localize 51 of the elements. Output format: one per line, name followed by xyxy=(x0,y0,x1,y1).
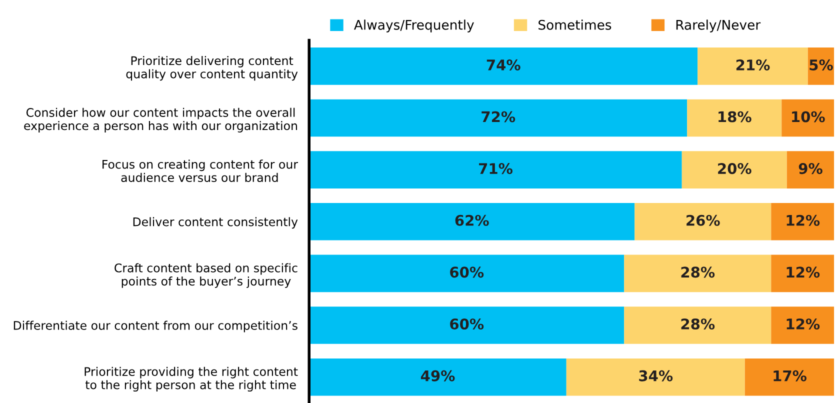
bar xyxy=(309,48,698,85)
legend-label: Always/Frequently xyxy=(354,20,474,32)
bar xyxy=(309,358,566,396)
bar xyxy=(634,202,772,240)
bar xyxy=(771,202,834,240)
bar xyxy=(682,151,787,188)
data-label: 20% xyxy=(718,163,752,174)
bar xyxy=(309,99,688,137)
bar xyxy=(687,99,782,137)
legend-label: Rarely/Never xyxy=(676,20,761,32)
bar xyxy=(309,202,635,240)
data-label: 74% xyxy=(486,59,520,70)
data-label: 17% xyxy=(774,370,806,382)
legend-label: Sometimes xyxy=(538,20,612,30)
bar xyxy=(624,254,772,292)
data-label: 12% xyxy=(786,214,820,226)
data-label: 18% xyxy=(718,111,752,122)
bar xyxy=(309,151,682,188)
data-label: 71% xyxy=(479,163,512,174)
bar xyxy=(309,306,624,344)
bar xyxy=(782,99,834,137)
data-label: 21% xyxy=(736,59,770,70)
data-label: 62% xyxy=(455,214,489,226)
y-tick-label: Prioritize providing the right content to the right person at the right time xyxy=(84,366,298,392)
bar xyxy=(566,358,745,396)
data-label: 5% xyxy=(810,59,833,70)
bar xyxy=(771,254,834,292)
bar xyxy=(771,306,834,344)
y-tick-label: Prioritize delivering content quality over content quantity xyxy=(126,56,298,81)
data-label: 12% xyxy=(786,318,820,330)
data-label: 28% xyxy=(681,266,715,278)
y-tick-label: Differentiate our content from our competition’s xyxy=(14,320,298,332)
data-label: 34% xyxy=(639,370,673,382)
data-label: 26% xyxy=(686,214,720,226)
y-tick-label: Consider how our content impacts the overall experience a person has with our organization xyxy=(24,108,298,132)
bar xyxy=(624,306,772,344)
bar xyxy=(698,48,808,85)
data-label: 49% xyxy=(420,370,455,382)
y-tick-label: Deliver content consistently xyxy=(133,217,298,229)
data-label: 9% xyxy=(798,163,822,174)
y-tick-label: Focus on creating content for our audience versus our brand xyxy=(102,160,298,182)
data-label: 72% xyxy=(482,111,516,122)
data-label: 28% xyxy=(681,318,715,330)
y-tick-label: Craft content based on specific points of the buyer’s journey xyxy=(114,263,298,288)
bar xyxy=(786,151,834,188)
data-label: 10% xyxy=(792,111,825,122)
bar xyxy=(744,358,834,396)
data-label: 60% xyxy=(450,266,484,278)
data-label: 12% xyxy=(786,266,820,278)
bar xyxy=(309,254,624,292)
data-label: 60% xyxy=(450,318,484,330)
